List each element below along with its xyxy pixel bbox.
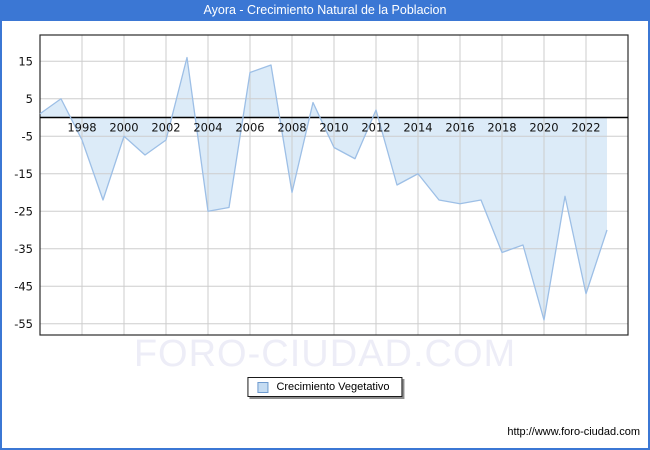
y-tick-label: 15	[18, 54, 33, 68]
y-tick-label: -55	[14, 317, 33, 331]
x-tick-label: 2012	[361, 121, 390, 135]
footer-url: http://www.foro-ciudad.com	[507, 426, 640, 438]
y-tick-label: -5	[22, 129, 33, 143]
y-tick-label: -25	[14, 204, 33, 218]
x-tick-label: 1998	[67, 121, 96, 135]
y-tick-label: -45	[14, 279, 33, 293]
plot-border	[39, 34, 629, 336]
x-tick-label: 2006	[235, 121, 264, 135]
x-tick-label: 2014	[403, 121, 432, 135]
x-tick-label: 2022	[571, 121, 600, 135]
legend-swatch-icon	[257, 381, 269, 393]
y-tick-label: 5	[26, 92, 33, 106]
y-tick-label: -15	[14, 167, 33, 181]
x-tick-label: 2008	[277, 121, 306, 135]
y-tick-label: -35	[14, 242, 33, 256]
x-tick-label: 2018	[487, 121, 516, 135]
axis-ticks: 15 5 -5 -15 -25 -35 -45 -55 1998 2000 2002 2004 2006…	[14, 54, 600, 331]
x-tick-label: 2016	[445, 121, 474, 135]
x-tick-label: 2000	[109, 121, 138, 135]
x-tick-label: 2004	[193, 121, 222, 135]
chart-title: Ayora - Crecimiento Natural de la Poblac…	[203, 3, 447, 17]
legend: Crecimiento Vegetativo	[247, 377, 403, 397]
title-bar: Ayora - Crecimiento Natural de la Poblac…	[0, 0, 650, 21]
x-tick-label: 2010	[319, 121, 348, 135]
x-tick-label: 2002	[151, 121, 180, 135]
gridlines	[40, 35, 628, 335]
x-tick-label: 2020	[529, 121, 558, 135]
series-area	[40, 57, 607, 320]
watermark: FORO-CIUDAD.COM	[133, 333, 517, 375]
legend-label: Crecimiento Vegetativo	[276, 381, 390, 393]
series-line	[39, 56, 608, 321]
